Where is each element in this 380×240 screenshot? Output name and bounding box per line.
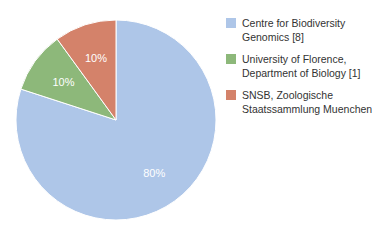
svg-text:10%: 10% — [85, 52, 107, 64]
svg-text:80%: 80% — [143, 167, 165, 179]
html-text:Centre for Biodiversity Genomi: Centre for Biodiversity Genomics [8] — [242, 17, 346, 43]
svg-text:10%: 10% — [52, 76, 74, 88]
html-text:University of Florence, Depart: University of Florence, Department of Bi… — [242, 53, 361, 79]
